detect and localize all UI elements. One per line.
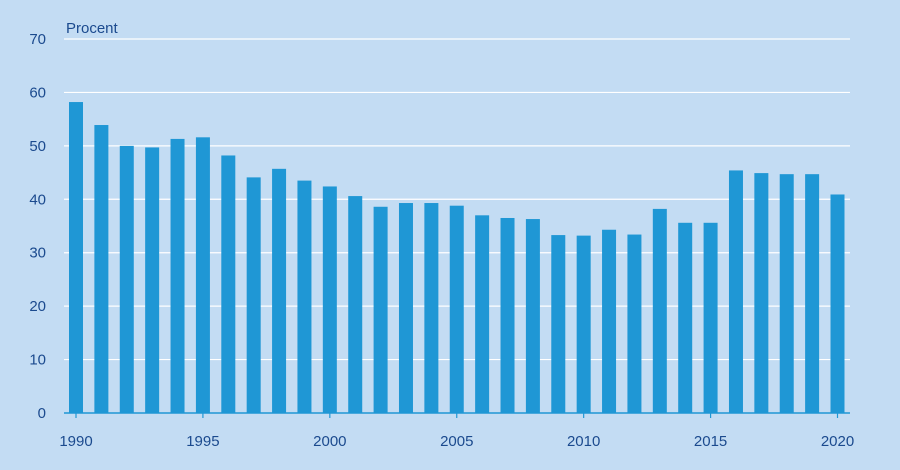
y-tick-label-0: 0 <box>38 405 46 422</box>
bar-2010 <box>576 235 591 413</box>
bar-2006 <box>475 215 490 413</box>
x-axis <box>64 412 850 418</box>
bar-1997 <box>246 177 261 413</box>
bar-1993 <box>145 147 160 413</box>
bar-2003 <box>398 203 413 413</box>
bar-2017 <box>754 173 769 413</box>
bar-2012 <box>627 234 642 413</box>
bar-2007 <box>500 217 515 413</box>
bar-1994 <box>170 138 185 413</box>
y-tick-label-20: 20 <box>29 298 46 315</box>
bar-2011 <box>602 229 617 413</box>
bar-2013 <box>652 208 667 413</box>
y-tick-label-60: 60 <box>29 84 46 101</box>
y-tick-label-30: 30 <box>29 245 46 262</box>
y-tick-labels: 0 10 20 30 40 50 60 70 <box>29 31 46 422</box>
y-tick-label-50: 50 <box>29 138 46 155</box>
bar-2016 <box>728 170 743 413</box>
bars <box>69 102 845 414</box>
x-tick-label-2015: 2015 <box>694 433 727 450</box>
bar-2004 <box>424 203 439 413</box>
bar-2018 <box>779 174 794 413</box>
x-tick-label-2000: 2000 <box>313 433 346 450</box>
bar-2015 <box>703 222 718 413</box>
bar-1992 <box>119 145 134 414</box>
x-tick-label-2005: 2005 <box>440 433 473 450</box>
bar-2008 <box>525 219 540 413</box>
bar-1999 <box>297 180 312 413</box>
bar-1995 <box>195 137 210 413</box>
y-tick-label-70: 70 <box>29 31 46 48</box>
bar-2000 <box>322 186 337 413</box>
bar-1996 <box>221 155 236 413</box>
x-tick-label-1995: 1995 <box>186 433 219 450</box>
bar-1998 <box>272 168 287 413</box>
x-tick-label-2020: 2020 <box>821 433 854 450</box>
bar-2014 <box>678 222 693 413</box>
bar-2019 <box>805 174 820 413</box>
y-tick-label-40: 40 <box>29 191 46 208</box>
x-tick-label-1990: 1990 <box>59 433 92 450</box>
bar-1991 <box>94 125 109 414</box>
bar-2020 <box>830 194 845 413</box>
bar-1990 <box>69 102 83 414</box>
x-tick-label-2010: 2010 <box>567 433 600 450</box>
bar-2009 <box>551 235 566 413</box>
bar-2001 <box>348 196 363 413</box>
y-axis-title: Procent <box>66 20 119 37</box>
bar-2002 <box>373 206 388 413</box>
x-tick-labels: 1990 1995 2000 2005 2010 2015 2020 <box>59 433 854 450</box>
y-tick-label-10: 10 <box>29 352 46 369</box>
bar-2005 <box>449 205 464 413</box>
